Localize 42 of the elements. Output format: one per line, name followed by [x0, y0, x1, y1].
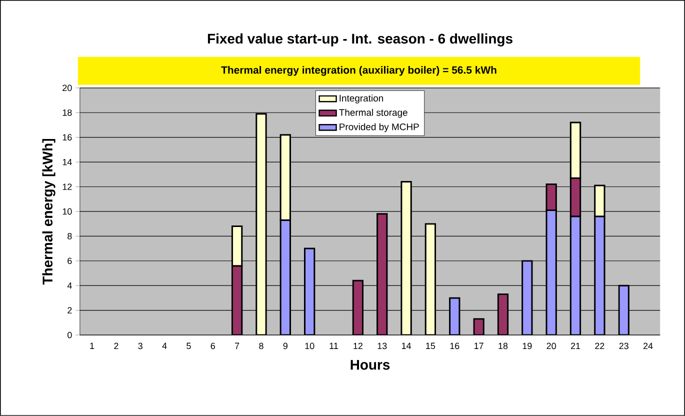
x-tick-label: 11	[330, 342, 338, 349]
y-tick-label: 6	[68, 258, 72, 264]
chart-subtitle: Thermal energy integration (auxiliary boiler) = 56.5 kWh	[221, 66, 496, 76]
y-tick-label: 4	[67, 282, 72, 289]
x-tick-label: 14	[402, 342, 411, 349]
x-tick-label: 3	[138, 342, 142, 350]
y-tick-label: 20	[62, 84, 72, 92]
y-tick-label: 14	[62, 158, 72, 166]
x-tick-label: 22	[595, 342, 604, 350]
x-tick-label: 6	[210, 342, 215, 350]
x-tick-label: 23	[619, 342, 628, 350]
chart-title: Fixed value start-up - Int. season - 6 dwellings	[208, 33, 512, 46]
x-tick-label: 20	[546, 342, 556, 350]
y-tick-label: 8	[68, 233, 72, 240]
legend-label: Integration	[340, 94, 383, 104]
x-tick-label: 19	[522, 342, 532, 350]
y-axis-title: Thermal energy [kWh]	[42, 139, 56, 285]
x-tick-label: 7	[235, 342, 240, 349]
x-tick-label: 21	[570, 342, 580, 350]
x-tick-label: 18	[498, 342, 508, 350]
legend-label: Thermal storage	[339, 108, 408, 118]
x-tick-label: 8	[259, 342, 264, 350]
legend-label: Provided by MCHP	[340, 123, 419, 132]
x-tick-label: 13	[378, 342, 387, 350]
x-tick-label: 12	[354, 342, 362, 350]
x-tick-label: 1	[90, 342, 94, 349]
y-tick-label: 12	[62, 184, 72, 190]
y-tick-label: 18	[62, 109, 72, 116]
x-tick-label: 9	[283, 342, 288, 350]
x-axis-title: Hours	[350, 360, 390, 370]
x-tick-label: 24	[643, 342, 653, 350]
x-tick-label: 16	[450, 342, 460, 350]
y-tick-label: 2	[68, 307, 72, 314]
x-tick-label: 17	[474, 342, 484, 349]
y-tick-label: 16	[62, 134, 72, 141]
x-tick-label: 10	[305, 342, 314, 350]
y-tick-label: 10	[62, 208, 72, 215]
y-tick-label: 0	[68, 332, 72, 338]
x-tick-label: 5	[186, 342, 191, 350]
x-tick-label: 15	[426, 342, 436, 350]
x-tick-label: 2	[114, 342, 118, 350]
x-tick-label: 4	[162, 342, 167, 349]
